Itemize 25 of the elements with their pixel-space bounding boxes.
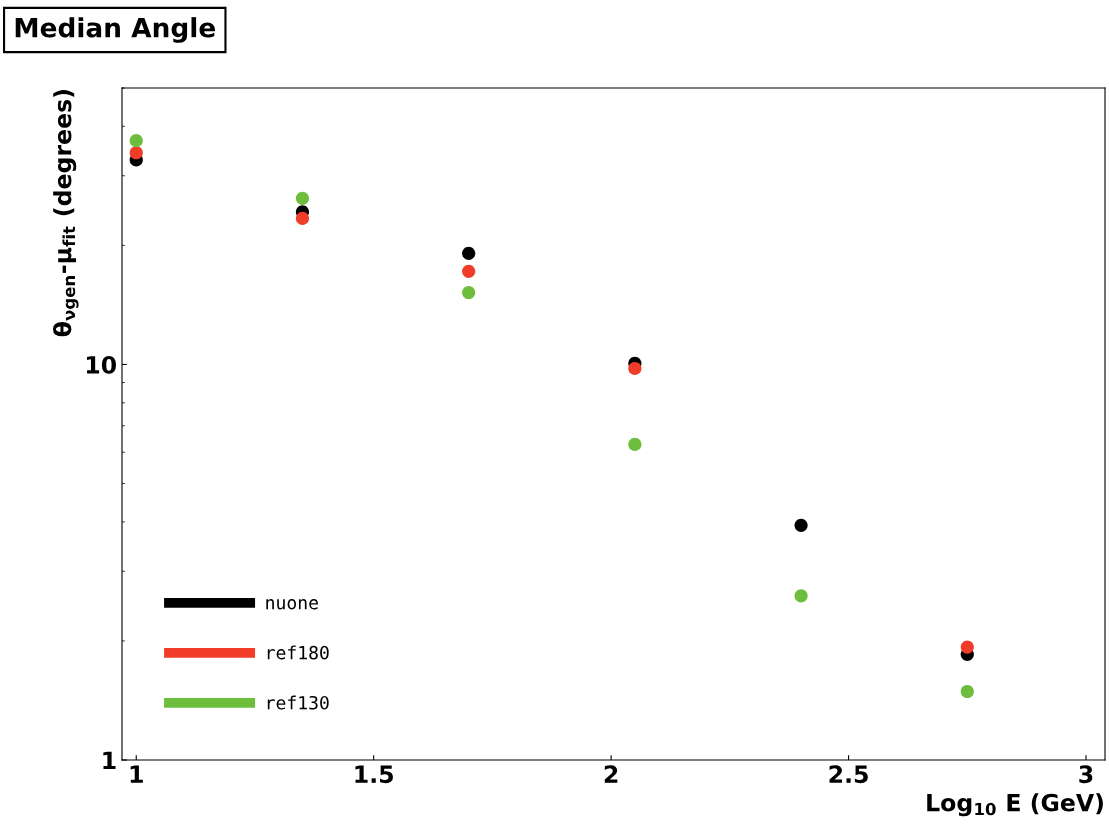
point [462,264,476,278]
point [628,361,642,376]
point [295,191,310,205]
point [462,246,476,260]
point [960,684,974,699]
legend-label: nuone [266,599,318,610]
point [129,134,143,148]
point [462,285,476,300]
x-axis-title: Log$_{10}$ E (GeV) [927,793,1103,817]
x-tick-label: 3 [1079,765,1093,784]
legend-label: ref130 [267,695,329,710]
point [960,640,974,654]
chart-title: Median Angle [15,17,215,43]
x-tick-label: 2.5 [829,765,868,784]
point [129,146,143,160]
y-axis-title: θ$_{νgen}$-μ$_{fit}$ (degrees) [52,90,79,337]
point [794,518,808,532]
x-tick-label: 1 [130,765,143,783]
x-tick-label: 2 [604,765,618,783]
point [628,437,642,451]
y-tick-label: 10 [86,355,117,374]
legend-label: ref180 [267,645,329,660]
point [295,211,310,226]
point [794,589,808,603]
x-tick-label: 1.5 [355,765,393,784]
